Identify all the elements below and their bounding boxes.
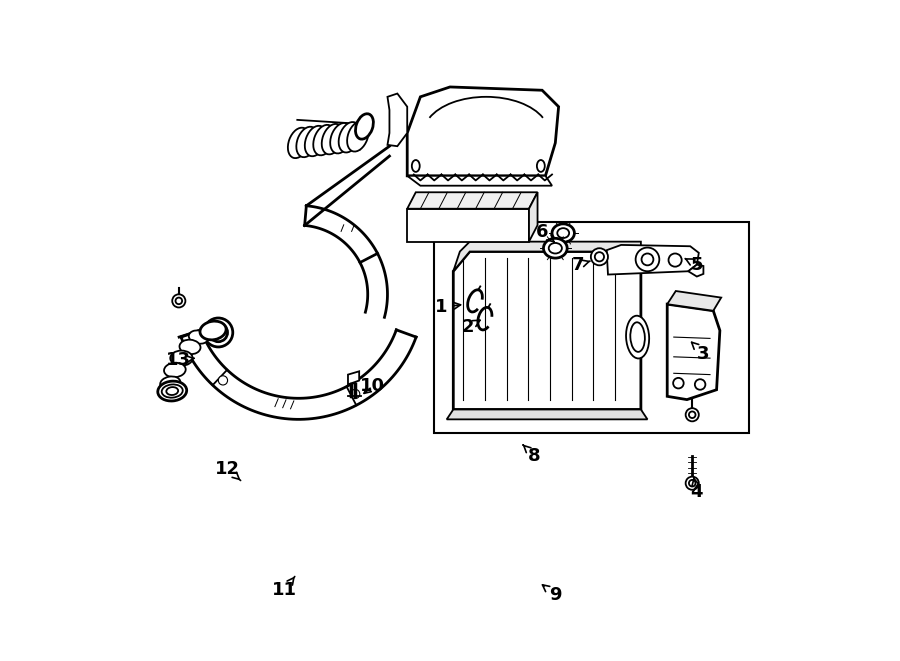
Ellipse shape <box>356 114 373 139</box>
Polygon shape <box>407 176 552 186</box>
Polygon shape <box>407 87 559 176</box>
Circle shape <box>591 249 608 265</box>
Polygon shape <box>407 209 529 242</box>
Text: 3: 3 <box>691 342 710 362</box>
Ellipse shape <box>179 340 201 354</box>
Ellipse shape <box>330 123 352 153</box>
Ellipse shape <box>166 387 178 395</box>
Text: 10: 10 <box>360 377 385 395</box>
Ellipse shape <box>160 376 180 390</box>
Text: 2: 2 <box>462 318 480 336</box>
Text: 6: 6 <box>536 223 554 242</box>
Text: 12: 12 <box>215 460 240 481</box>
Circle shape <box>688 411 696 418</box>
Ellipse shape <box>305 126 327 156</box>
Text: 8: 8 <box>523 445 541 465</box>
Text: 7: 7 <box>572 256 590 274</box>
Ellipse shape <box>170 350 193 366</box>
Circle shape <box>642 253 653 265</box>
Ellipse shape <box>544 239 567 258</box>
Polygon shape <box>688 264 704 276</box>
Text: 4: 4 <box>690 477 703 501</box>
Circle shape <box>172 294 185 307</box>
Circle shape <box>595 253 604 261</box>
Circle shape <box>688 480 696 486</box>
Polygon shape <box>181 330 416 419</box>
Ellipse shape <box>549 243 562 253</box>
Circle shape <box>176 297 182 304</box>
Ellipse shape <box>313 125 335 155</box>
Ellipse shape <box>296 127 318 157</box>
Ellipse shape <box>537 160 544 172</box>
Polygon shape <box>348 371 359 385</box>
Ellipse shape <box>626 316 649 358</box>
Ellipse shape <box>552 224 574 243</box>
Ellipse shape <box>189 330 208 344</box>
Text: 13: 13 <box>166 351 194 369</box>
Ellipse shape <box>347 121 369 151</box>
Bar <box>434 222 750 432</box>
Ellipse shape <box>164 363 185 377</box>
Polygon shape <box>529 192 537 242</box>
Circle shape <box>351 389 360 399</box>
Circle shape <box>635 248 660 271</box>
Ellipse shape <box>412 160 419 172</box>
Polygon shape <box>446 409 647 419</box>
Ellipse shape <box>630 323 645 352</box>
Circle shape <box>209 323 228 342</box>
Text: 9: 9 <box>543 585 562 604</box>
Polygon shape <box>388 94 407 146</box>
Text: 5: 5 <box>685 256 703 274</box>
Polygon shape <box>667 304 720 400</box>
Text: 1: 1 <box>436 299 461 317</box>
Ellipse shape <box>557 228 569 238</box>
Ellipse shape <box>200 321 226 340</box>
Polygon shape <box>454 252 641 409</box>
Polygon shape <box>667 291 721 311</box>
Polygon shape <box>407 192 537 209</box>
Ellipse shape <box>162 385 183 398</box>
Ellipse shape <box>338 122 360 153</box>
Circle shape <box>669 253 681 266</box>
Polygon shape <box>454 242 641 271</box>
Text: 11: 11 <box>272 576 297 600</box>
Circle shape <box>203 318 233 347</box>
Polygon shape <box>607 245 698 274</box>
Circle shape <box>219 375 228 385</box>
Circle shape <box>686 408 698 421</box>
Polygon shape <box>304 206 388 317</box>
Circle shape <box>686 477 698 490</box>
Ellipse shape <box>158 381 186 401</box>
Ellipse shape <box>321 124 343 155</box>
Ellipse shape <box>288 128 310 158</box>
Circle shape <box>695 379 706 390</box>
Circle shape <box>673 378 684 389</box>
